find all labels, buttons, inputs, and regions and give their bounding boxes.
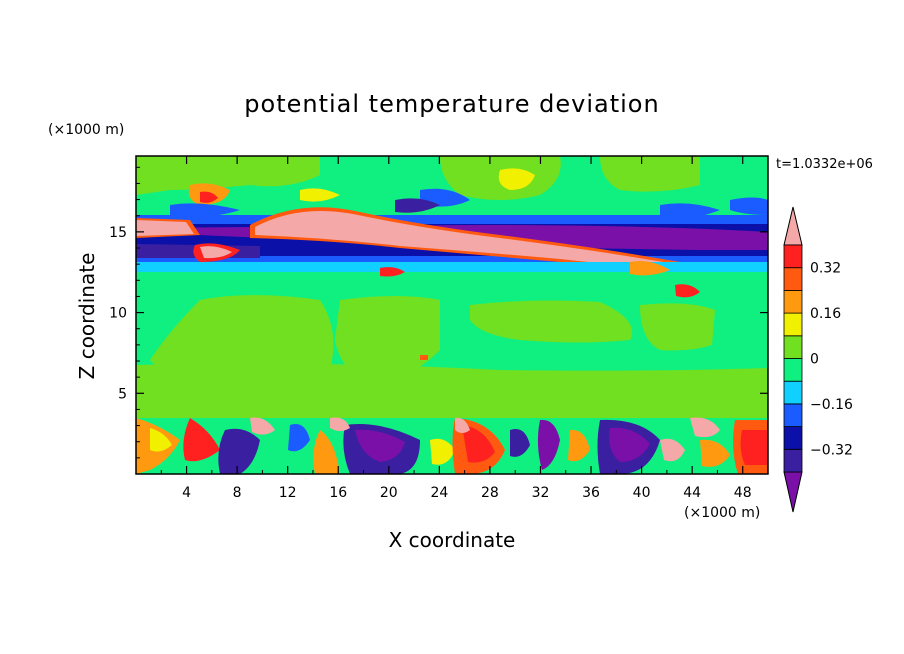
x-unit-label: (×1000 m) <box>684 505 760 521</box>
plot-frame <box>135 155 769 475</box>
x-tick-label: 20 <box>380 485 398 501</box>
colorbar-label: 0.16 <box>810 306 841 322</box>
x-tick-label: 16 <box>329 485 347 501</box>
colorbar-label: 0.32 <box>810 261 841 277</box>
y-tick-label: 10 <box>109 306 127 322</box>
colorbar-label: −0.32 <box>810 442 853 458</box>
colorbar-box <box>783 358 803 382</box>
y-axis-title: Z coordinate <box>75 253 99 380</box>
colorbar-box <box>783 403 803 427</box>
x-tick-label: 44 <box>683 485 701 501</box>
colorbar-bottom-arrow <box>783 471 803 513</box>
y-unit-label: (×1000 m) <box>48 122 124 138</box>
colorbar-box <box>783 335 803 359</box>
colorbar-top-arrow <box>783 206 803 246</box>
x-tick-label: 12 <box>279 485 297 501</box>
colorbar-box <box>783 244 803 269</box>
colorbar-label: 0 <box>810 352 819 368</box>
x-tick-label: 32 <box>532 485 550 501</box>
x-axis: 4 8 12 16 20 24 28 32 36 40 44 48 <box>160 156 752 501</box>
colorbar-box <box>783 426 803 450</box>
time-label: t=1.0332e+06 <box>776 157 873 172</box>
chart-title: potential temperature deviation <box>244 90 659 118</box>
colorbar-box <box>783 267 803 291</box>
x-tick-label: 48 <box>734 485 752 501</box>
x-tick-label: 24 <box>430 485 448 501</box>
x-tick-label: 8 <box>233 485 242 501</box>
colorbar-box <box>783 380 803 405</box>
colorbar-box <box>783 289 803 314</box>
y-tick-label: 5 <box>118 386 127 402</box>
colorbar-box <box>783 448 803 473</box>
x-tick-label: 40 <box>633 485 651 501</box>
colorbar: 0.32 0.16 0 −0.16 −0.32 <box>783 206 853 513</box>
contour-field <box>136 156 768 474</box>
x-tick-label: 36 <box>582 485 600 501</box>
colorbar-label: −0.16 <box>810 397 853 413</box>
y-axis: 5 10 15 <box>109 166 768 459</box>
colorbar-box <box>783 312 803 337</box>
x-tick-label: 4 <box>182 485 191 501</box>
y-tick-label: 15 <box>109 225 127 241</box>
x-axis-title: X coordinate <box>389 528 516 552</box>
x-tick-label: 28 <box>481 485 499 501</box>
